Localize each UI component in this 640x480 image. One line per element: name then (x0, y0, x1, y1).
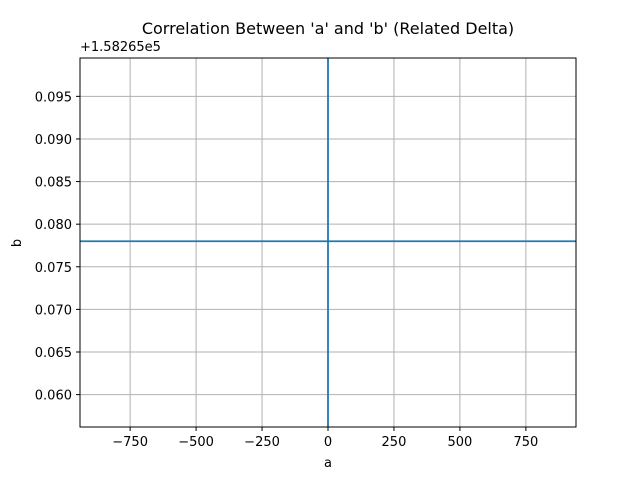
chart-title: Correlation Between 'a' and 'b' (Related… (142, 19, 514, 38)
x-tick-label: 500 (448, 435, 473, 450)
x-tick-label: 750 (513, 435, 538, 450)
y-axis-ticks: 0.060 0.065 0.070 0.075 0.080 0.085 0.090 0.095 (35, 90, 80, 404)
y-tick-label: 0.085 (35, 176, 72, 191)
x-tick-label: 250 (382, 435, 407, 450)
y-tick-label: 0.060 (35, 389, 72, 404)
y-axis-label: b (10, 239, 25, 247)
x-axis-ticks: −750 −500 −250 0 250 500 750 (112, 427, 538, 450)
x-tick-label: −500 (178, 435, 214, 450)
series-lines (80, 58, 576, 427)
y-tick-label: 0.080 (35, 218, 72, 233)
y-tick-label: 0.095 (35, 90, 72, 105)
x-tick-label: 0 (324, 435, 332, 450)
y-tick-label: 0.070 (35, 303, 72, 318)
y-axis-offset-label: +1.58265e5 (80, 40, 161, 55)
x-tick-label: −250 (244, 435, 280, 450)
y-tick-label: 0.090 (35, 133, 72, 148)
x-tick-label: −750 (112, 435, 148, 450)
x-axis-label: a (324, 456, 332, 471)
y-tick-label: 0.065 (35, 346, 72, 361)
y-tick-label: 0.075 (35, 261, 72, 276)
